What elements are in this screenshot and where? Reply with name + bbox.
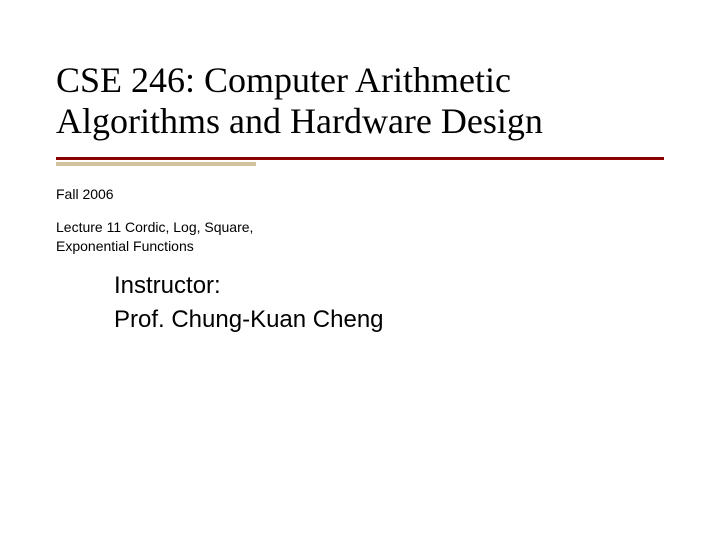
instructor-label: Instructor: — [114, 269, 664, 303]
subtitle-block: Fall 2006 Lecture 11 Cordic, Log, Square… — [56, 186, 664, 257]
divider-tan — [56, 162, 256, 166]
slide-container: CSE 246: Computer Arithmetic Algorithms … — [0, 0, 720, 540]
term-label: Fall 2006 — [56, 186, 664, 202]
divider-red — [56, 157, 664, 160]
instructor-block: Instructor: Prof. Chung-Kuan Cheng — [56, 269, 664, 336]
instructor-name: Prof. Chung-Kuan Cheng — [114, 303, 664, 337]
slide-title: CSE 246: Computer Arithmetic Algorithms … — [56, 60, 664, 143]
lecture-info: Lecture 11 Cordic, Log, Square, Exponent… — [56, 218, 296, 257]
